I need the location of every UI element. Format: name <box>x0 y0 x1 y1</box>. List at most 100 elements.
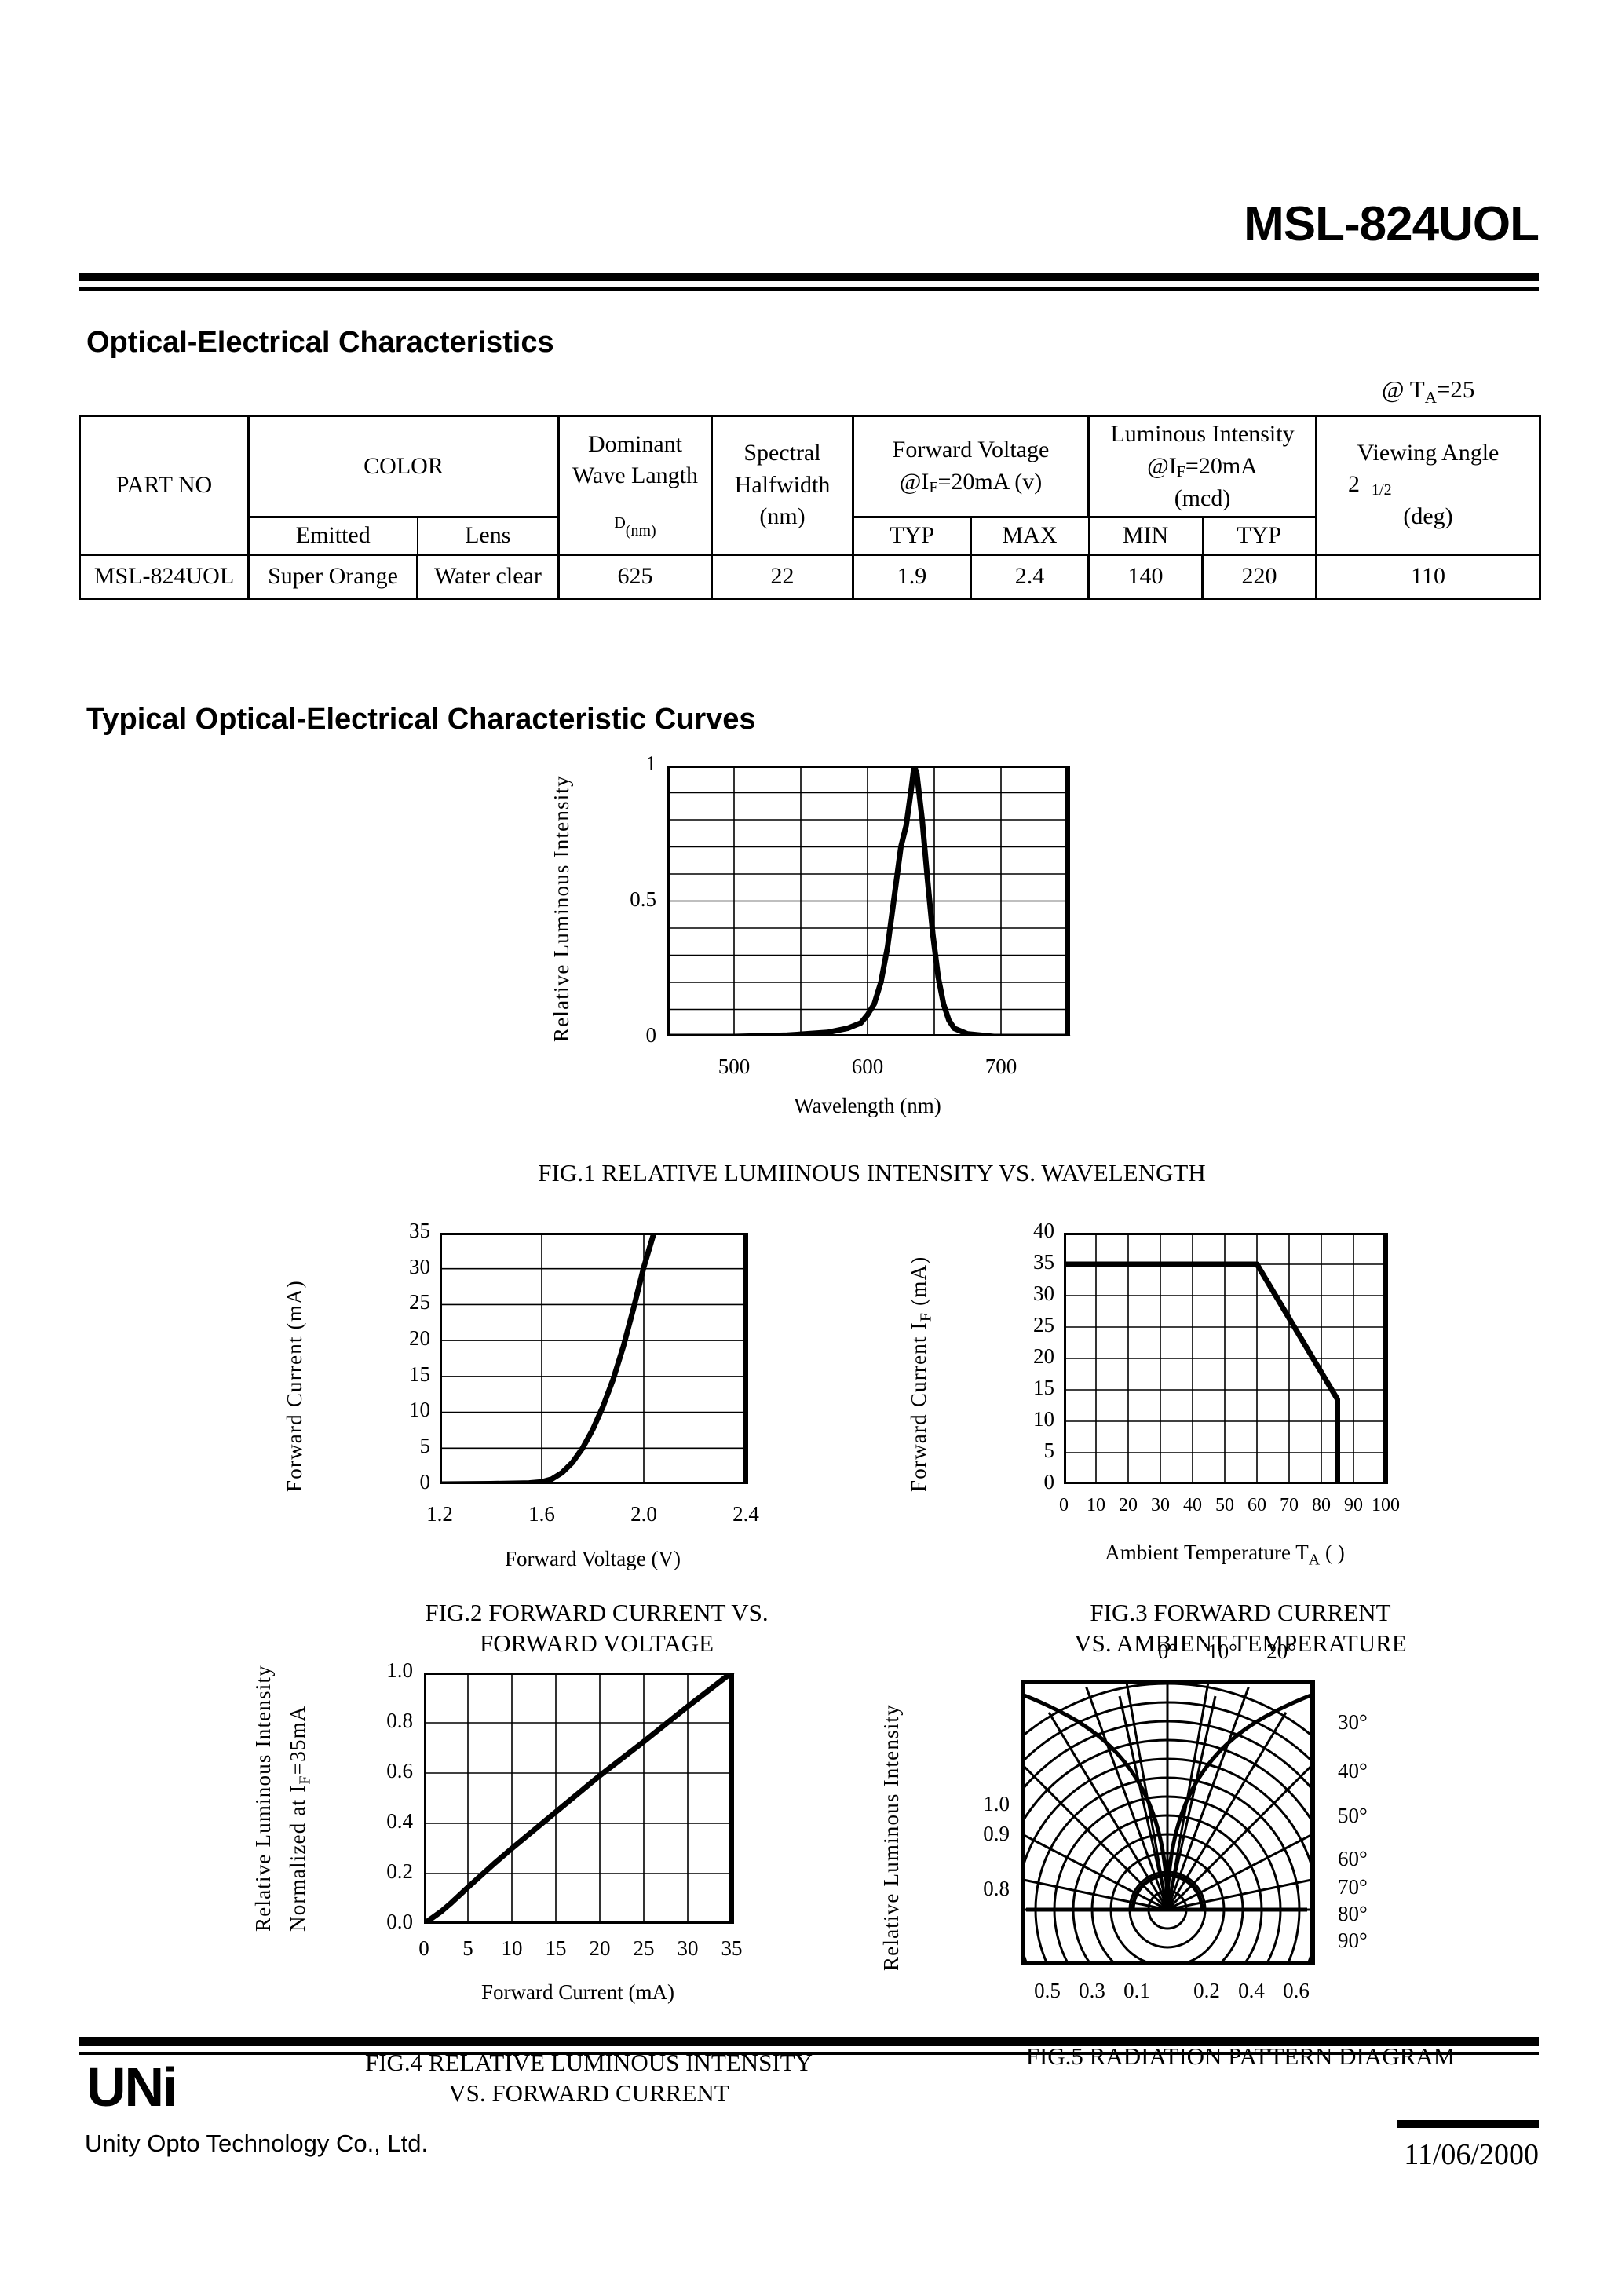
th-dwl-unit-sub: (nm) <box>625 521 656 539</box>
fig3-y-axis-label-b: (mA) <box>907 1256 930 1312</box>
fig3-caption-line1: FIG.3 FORWARD CURRENT <box>1090 1599 1391 1626</box>
fig1-xtick-500: 500 <box>718 1055 751 1078</box>
fig2-ytick-35: 35 <box>409 1219 430 1242</box>
fig4-xtick-20: 20 <box>589 1936 611 1960</box>
th-li-cond-b: =20mA <box>1185 452 1258 479</box>
fig5-angle-top-20: 20° <box>1266 1640 1296 1663</box>
fig3-frame <box>1064 1233 1388 1484</box>
fig5-chart: 0° 10° 20° 30° 40° 50° 60° 70° 80° 90° 1… <box>879 1640 1368 2002</box>
fig3-xtick-100: 100 <box>1372 1495 1400 1515</box>
th-va-unit: (deg) <box>1403 503 1453 530</box>
fig4-ytick-10: 1.0 <box>386 1658 413 1682</box>
fig2-ytick-5: 5 <box>419 1434 431 1457</box>
fig1-caption: FIG.1 RELATIVE LUMIINOUS INTENSITY VS. W… <box>538 1159 1206 1186</box>
th-fv-cond: @IF=20mA (v) <box>857 466 1085 499</box>
fig2-caption: FIG.2 FORWARD CURRENT VS. FORWARD VOLTAG… <box>298 1598 895 1659</box>
td-iv-min: 140 <box>1087 553 1204 600</box>
fig5-polar-svg <box>1021 1680 1315 1965</box>
table-header-row-1: PART NO COLOR Dominant Wave Langth D(nm)… <box>79 415 1542 556</box>
fig4-xtick-35: 35 <box>721 1936 743 1960</box>
fig4-grid <box>424 1673 732 1924</box>
fig3-xtick-70: 70 <box>1280 1495 1299 1515</box>
footer-rule-thick <box>79 2037 1539 2046</box>
th-sh-unit: (nm) <box>759 503 806 529</box>
fig2-chart: 35 30 25 20 15 10 5 0 1.2 1.6 2.0 2.4 Fo… <box>283 1219 759 1570</box>
fig2-xtick-24: 2.4 <box>732 1502 759 1526</box>
table-condition-note: @ TA=25 <box>1382 375 1474 408</box>
fig5-radial-bottom-03: 0.3 <box>1079 1979 1105 2002</box>
fig4-ytick-04: 0.4 <box>386 1809 413 1833</box>
fig2-xtick-12: 1.2 <box>426 1502 453 1526</box>
fig3-caption-line2: VS. AMBIENT TEMPERATURE <box>1074 1629 1407 1657</box>
td-part-no: MSL-824UOL <box>79 553 250 600</box>
th-va-sym-num: 2 <box>1348 471 1361 498</box>
fig4-xtick-15: 15 <box>545 1936 567 1960</box>
th-iv-min: MIN <box>1087 516 1204 555</box>
fig1-series <box>667 766 1071 1036</box>
fig4-caption: FIG.4 RELATIVE LUMINOUS INTENSITY VS. FO… <box>259 2048 919 2109</box>
uni-logo: UNi <box>86 2060 178 2115</box>
fig3-chart: 40 35 30 25 20 15 10 5 0 0 10 20 30 40 5… <box>907 1219 1400 1568</box>
th-vf-typ: TYP <box>852 516 972 555</box>
th-li-text: Luminous Intensity <box>1110 421 1295 447</box>
th-fv-cond-b: =20mA (v) <box>937 468 1043 495</box>
fig2-series <box>440 1233 657 1484</box>
fig5-radial-left-09: 0.9 <box>983 1822 1010 1845</box>
fig3-ytick-25: 25 <box>1033 1313 1054 1336</box>
fig5-angle-right-40: 40° <box>1338 1759 1368 1782</box>
fig1-plot-svg <box>667 766 1071 1036</box>
fig4-plot-svg <box>424 1673 735 1924</box>
fig3-xtick-30: 30 <box>1151 1495 1170 1515</box>
fig4-xtick-30: 30 <box>677 1936 699 1960</box>
fig4-ytick-06: 0.6 <box>386 1759 413 1782</box>
fig3-xtick-60: 60 <box>1248 1495 1266 1515</box>
fig3-xtick-40: 40 <box>1183 1495 1202 1515</box>
fig4-ytick-02: 0.2 <box>386 1859 413 1883</box>
fig3-ytick-35: 35 <box>1033 1250 1054 1274</box>
fig2-x-axis-label: Forward Voltage (V) <box>505 1547 681 1570</box>
td-vf-typ: 1.9 <box>852 553 972 600</box>
fig2-xtick-16: 1.6 <box>528 1502 555 1526</box>
fig4-xtick-10: 10 <box>501 1936 523 1960</box>
fig5-radial-bottom-01: 0.1 <box>1123 1979 1150 2002</box>
fig4-y-axis-label-line2-sub: F <box>296 1775 314 1785</box>
fig5-frame <box>1021 1680 1315 1965</box>
fig5-y-axis-label: Relative Luminous Intensity <box>879 1704 903 1971</box>
condition-sub: A <box>1424 388 1437 408</box>
fig5-radial-left-10: 1.0 <box>983 1792 1010 1815</box>
fig5-angle-right-50: 50° <box>1338 1804 1368 1827</box>
td-viewing-angle: 110 <box>1315 553 1542 600</box>
fig3-xtick-50: 50 <box>1215 1495 1234 1515</box>
fig2-ytick-0: 0 <box>419 1470 431 1493</box>
th-fv-cond-sub: F <box>929 478 938 496</box>
th-forward-voltage: Forward Voltage @IF=20mA (v) <box>851 415 1090 518</box>
fig5-angle-right-90: 90° <box>1338 1929 1368 1952</box>
revision-date: 11/06/2000 <box>1404 2138 1539 2171</box>
fig5-angle-top-10: 10° <box>1207 1640 1237 1663</box>
fig1-xtick-700: 700 <box>985 1055 1017 1078</box>
fig3-plot-svg <box>1064 1233 1388 1484</box>
td-vf-max: 2.4 <box>969 553 1090 600</box>
th-fv-text: Forward Voltage <box>892 437 1050 463</box>
fig4-y-axis-label-line2-a: Normalized at I <box>286 1784 309 1932</box>
fig5-radial-bottom-04: 0.4 <box>1238 1979 1265 2002</box>
header-rule-thin <box>79 287 1539 291</box>
fig3-y-axis-label-sub: F <box>917 1311 935 1322</box>
fig3-x-axis-label: Ambient Temperature TA ( ) <box>1040 1541 1409 1569</box>
fig3-ytick-5: 5 <box>1043 1439 1055 1462</box>
th-color: COLOR <box>247 415 560 518</box>
fig1-grid <box>667 766 1069 1036</box>
fig4-ytick-00: 0.0 <box>386 1910 413 1933</box>
footer-rule-thin <box>79 2052 1539 2055</box>
fig3-x-axis-label-a: Ambient Temperature T <box>1105 1541 1309 1564</box>
fig3-y-axis-label-a: Forward Current I <box>907 1322 930 1492</box>
section-heading-typical-curves: Typical Optical-Electrical Characteristi… <box>86 703 756 736</box>
th-viewing-angle: Viewing Angle 2 1/2 (deg) <box>1315 415 1542 556</box>
fig2-caption-line1: FIG.2 FORWARD CURRENT VS. <box>425 1599 769 1626</box>
fig5-emitter-dome <box>1131 1873 1204 1912</box>
th-dwl-unit: D(nm) <box>562 513 708 542</box>
fig5-radial-bottom-05: 0.5 <box>1034 1979 1061 2002</box>
fig3-xtick-0: 0 <box>1059 1495 1069 1515</box>
th-luminous-intensity: Luminous Intensity @IF=20mA (mcd) <box>1087 415 1318 518</box>
